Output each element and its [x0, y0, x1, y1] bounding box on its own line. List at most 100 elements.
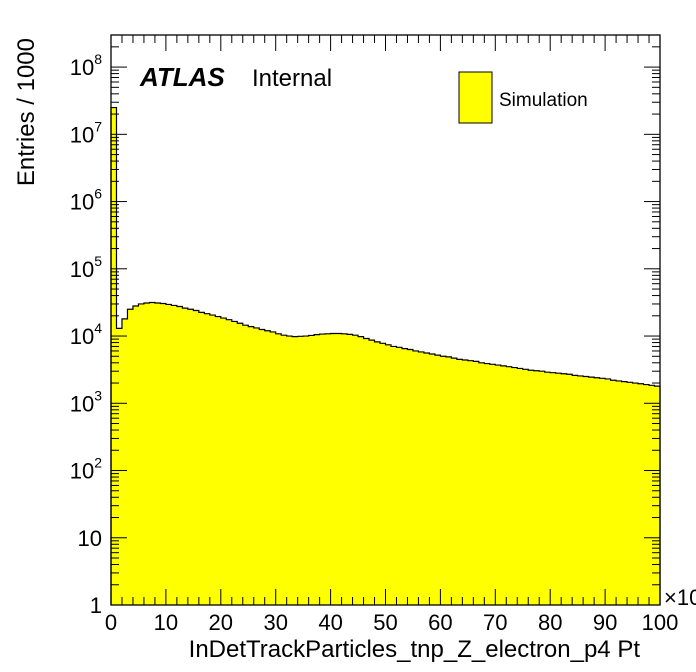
histogram-bar — [226, 319, 233, 605]
histogram-bar — [423, 352, 430, 605]
histogram-bar — [517, 368, 524, 605]
x-tick-label: 100 — [642, 610, 679, 635]
histogram-bar — [451, 358, 458, 605]
atlas-label: ATLAS — [139, 62, 225, 92]
histogram-bar — [308, 335, 315, 605]
histogram-bar — [440, 356, 447, 605]
histogram-bar — [363, 338, 370, 605]
histogram-bar — [445, 356, 452, 605]
histogram-bar — [160, 303, 167, 605]
x-tick-label: 0 — [105, 610, 117, 635]
histogram-bar — [555, 373, 562, 605]
histogram-bar — [193, 310, 200, 605]
histogram-bar — [390, 346, 397, 605]
histogram-bar — [522, 369, 529, 605]
legend-label-simulation: Simulation — [499, 90, 588, 111]
histogram-bar — [418, 351, 425, 605]
histogram-bar — [654, 386, 661, 605]
histogram-bar — [561, 373, 568, 605]
histogram-bar — [143, 303, 150, 605]
histogram-bar — [528, 370, 535, 605]
histogram-bar — [550, 372, 557, 605]
axis-ticks — [110, 34, 661, 606]
histogram-bar — [259, 329, 266, 605]
y-tick-label: 102 — [70, 455, 102, 484]
histogram-bar — [154, 303, 161, 605]
histogram-bar — [599, 378, 606, 605]
histogram-bar — [336, 333, 342, 605]
histogram-bar — [341, 333, 348, 605]
histogram-bar — [330, 333, 337, 605]
histogram-bar — [286, 336, 293, 605]
histogram-bar — [132, 305, 139, 605]
histogram-bar — [231, 321, 238, 605]
histogram-bar — [539, 371, 546, 605]
histogram-bar — [138, 303, 145, 605]
histogram-bar — [489, 364, 496, 605]
histogram-bar — [220, 318, 227, 605]
histogram-outline — [110, 106, 661, 605]
histogram-bar — [352, 335, 359, 605]
histogram-bar — [325, 333, 331, 605]
histogram-bar — [176, 306, 183, 605]
histogram-bar — [396, 347, 403, 605]
histogram-bar — [248, 326, 255, 605]
histogram-bar — [506, 366, 513, 605]
histogram-bar — [314, 334, 321, 605]
y-tick-labels: 1 10 102 103 104 105 106 107 108 — [70, 51, 102, 618]
histogram-bar — [566, 374, 573, 605]
histogram-bar — [401, 348, 408, 605]
histogram-bars — [111, 107, 661, 605]
histogram-bar — [165, 304, 172, 605]
histogram-bar — [610, 380, 617, 605]
histogram-bar — [407, 349, 414, 605]
histogram-bar — [281, 335, 288, 605]
histogram-bar — [171, 305, 178, 605]
legend-swatch-simulation — [458, 71, 493, 124]
histogram-bar — [253, 327, 260, 605]
x-tick-label: 10 — [154, 610, 178, 635]
histogram-bar — [264, 330, 271, 605]
x-tick-label: 40 — [318, 610, 342, 635]
histogram-bar — [121, 318, 128, 605]
histogram-bar — [270, 331, 277, 605]
histogram-bar — [544, 372, 551, 605]
x-tick-labels: 0 10 20 30 40 50 60 70 80 90 100 — [105, 610, 678, 635]
histogram-bar — [456, 359, 463, 605]
histogram-bar — [638, 383, 644, 605]
histogram-bar — [484, 363, 491, 605]
histogram-bar — [462, 360, 469, 605]
histogram-bar — [198, 312, 205, 605]
histogram-bar — [588, 377, 595, 605]
histogram-bar — [434, 355, 441, 605]
histogram-bar — [187, 309, 194, 605]
y-tick-label: 107 — [70, 118, 102, 147]
y-tick-label: 10 — [78, 526, 102, 551]
y-tick-label: 103 — [70, 387, 102, 416]
histogram-bar — [380, 343, 386, 605]
histogram-bar — [643, 384, 650, 605]
histogram-bar — [511, 367, 518, 605]
histogram-bar — [467, 360, 474, 605]
x-axis-title: InDetTrackParticles_tnp_Z_electron_p4 Pt — [189, 636, 641, 663]
x-tick-label: 50 — [373, 610, 397, 635]
histogram-bar — [215, 316, 222, 605]
histogram-bar — [412, 350, 419, 605]
histogram-bar — [385, 344, 392, 605]
histogram-bar — [303, 336, 310, 605]
histogram-bar — [605, 378, 611, 605]
histogram-bar — [149, 302, 156, 605]
y-tick-label: 108 — [70, 51, 102, 80]
histogram-bar — [116, 328, 123, 605]
histogram-bar — [358, 336, 364, 605]
histogram-bar — [209, 315, 216, 605]
x-tick-label: 20 — [209, 610, 233, 635]
histogram-bar — [369, 340, 375, 605]
histogram-bar — [297, 336, 304, 605]
x-tick-label: 60 — [428, 610, 452, 635]
histogram-bar — [533, 370, 540, 605]
histogram-bar — [627, 382, 633, 605]
y-tick-label: 104 — [70, 320, 102, 349]
y-tick-label: 105 — [70, 253, 102, 282]
